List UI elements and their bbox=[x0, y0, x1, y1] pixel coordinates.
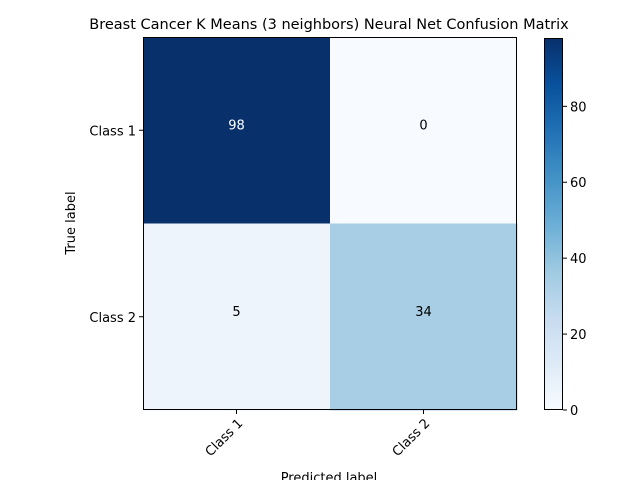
chart-title: Breast Cancer K Means (3 neighbors) Neur… bbox=[89, 17, 569, 33]
x-axis-ticks: Class 1 Class 2 bbox=[203, 410, 434, 460]
colorbar-ticks: 0 20 40 60 80 bbox=[563, 100, 587, 419]
colorbar-tick-label: 0 bbox=[570, 404, 578, 419]
y-tick-label: Class 1 bbox=[89, 124, 136, 139]
colorbar-gradient bbox=[544, 38, 563, 410]
cell-value-label: 34 bbox=[415, 305, 432, 320]
heatmap-cell bbox=[330, 37, 518, 224]
heatmap-cell bbox=[143, 37, 331, 224]
colorbar-tick-label: 80 bbox=[570, 100, 587, 115]
cell-value-label: 5 bbox=[232, 305, 240, 320]
x-tick-label: Class 1 bbox=[203, 416, 247, 460]
x-tick-label: Class 2 bbox=[390, 416, 434, 460]
colorbar: 0 20 40 60 80 bbox=[544, 38, 587, 419]
colorbar-tick-label: 60 bbox=[570, 176, 587, 191]
plot-frame bbox=[143, 37, 517, 410]
x-axis-label: Predicted label bbox=[281, 471, 378, 480]
colorbar-tick-label: 40 bbox=[570, 252, 587, 267]
y-axis-ticks: Class 1 Class 2 bbox=[89, 124, 143, 326]
heatmap-cell bbox=[330, 223, 518, 411]
cell-value-labels: 98 0 5 34 bbox=[228, 118, 432, 320]
cell-value-label: 98 bbox=[228, 118, 245, 133]
colorbar-tick-label: 20 bbox=[570, 328, 587, 343]
heatmap-cell bbox=[143, 223, 331, 411]
colorbar-frame bbox=[544, 38, 563, 410]
y-axis-label: True label bbox=[64, 191, 79, 255]
cell-value-label: 0 bbox=[419, 118, 427, 133]
heatmap-cells bbox=[143, 37, 518, 411]
y-tick-label: Class 2 bbox=[89, 311, 136, 326]
